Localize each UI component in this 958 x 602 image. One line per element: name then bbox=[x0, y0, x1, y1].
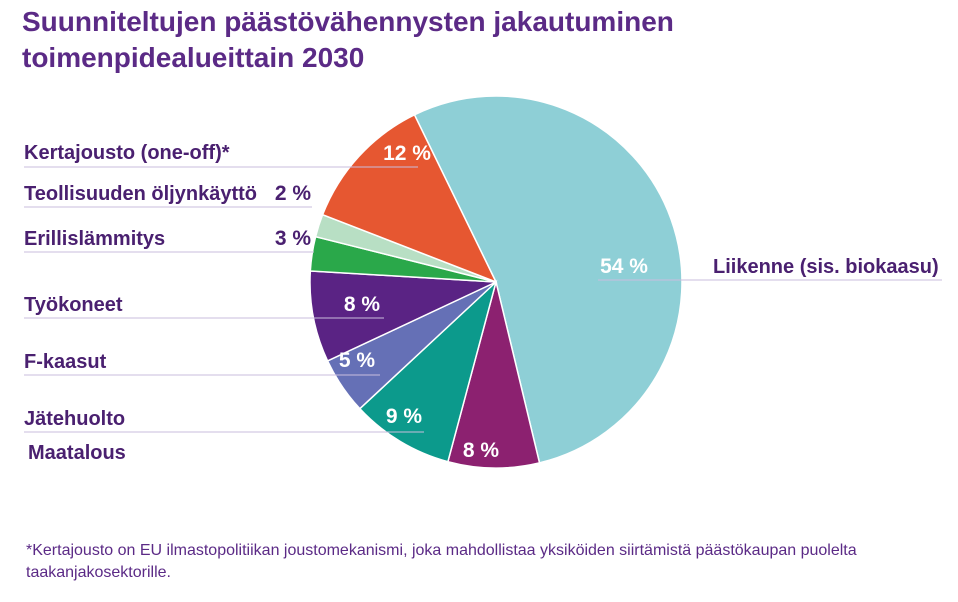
category-label: Teollisuuden öljynkäyttö bbox=[24, 183, 257, 205]
value-labels: 54 % 8 % 9 % 5 % 8 % 3 % 2 % 12 % bbox=[275, 142, 648, 462]
category-label: F-kaasut bbox=[24, 351, 107, 373]
category-label: Erillislämmitys bbox=[24, 228, 165, 250]
category-label: Liikenne (sis. biokaasu) bbox=[713, 256, 939, 278]
value-label: 5 % bbox=[339, 349, 376, 372]
pie-slice bbox=[309, 270, 497, 362]
value-label: 54 % bbox=[600, 255, 648, 278]
category-label: Jätehuolto bbox=[24, 408, 125, 430]
value-label: 8 % bbox=[463, 439, 500, 462]
value-label: 12 % bbox=[383, 142, 431, 165]
category-label: Kertajousto (one-off)* bbox=[24, 142, 230, 164]
pie-slice bbox=[413, 95, 683, 464]
category-labels: Liikenne (sis. biokaasu) Maatalous Jätehuo… bbox=[24, 142, 939, 464]
pie-slice bbox=[358, 279, 498, 463]
leader-lines bbox=[24, 166, 942, 433]
pie-slice bbox=[446, 281, 541, 469]
pie-slices bbox=[309, 95, 683, 469]
value-label: 8 % bbox=[344, 293, 381, 316]
value-label: 2 % bbox=[275, 182, 312, 205]
category-label: Työkoneet bbox=[24, 294, 123, 316]
pie-slice bbox=[321, 113, 498, 284]
value-label: 3 % bbox=[275, 227, 312, 250]
category-label: Maatalous bbox=[28, 442, 126, 464]
footnote: *Kertajousto on EU ilmastopolitiikan jou… bbox=[26, 542, 857, 581]
chart-title: Suunniteltujen päästövähennysten jakautu… bbox=[22, 6, 674, 73]
value-label: 9 % bbox=[386, 405, 423, 428]
